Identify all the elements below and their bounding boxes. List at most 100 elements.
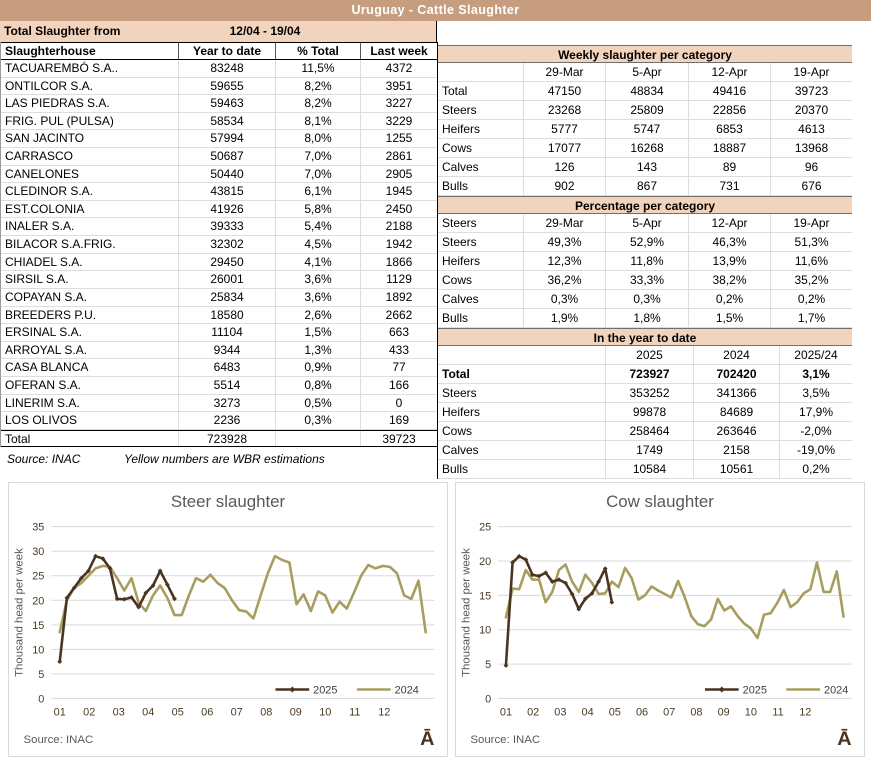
table-row: OFERAN S.A. 5514 0,8% 166 bbox=[1, 376, 437, 395]
cell-value: 29-Mar bbox=[523, 214, 605, 233]
table-row: CLEDINOR S.A. 43815 6,1% 1945 bbox=[1, 183, 437, 201]
svg-text:25: 25 bbox=[479, 522, 491, 534]
svg-text:11: 11 bbox=[349, 706, 360, 718]
cell-value: 39333 bbox=[178, 218, 275, 236]
svg-text:08: 08 bbox=[690, 706, 702, 718]
cell-value: 5747 bbox=[605, 120, 688, 139]
cell-value: 33,3% bbox=[605, 271, 688, 290]
svg-text:Ā: Ā bbox=[420, 728, 434, 750]
table-row: Heifers 12,3% 11,8% 13,9% 11,6% bbox=[438, 252, 852, 271]
cell-value: 3227 bbox=[360, 95, 437, 112]
row-label: COPAYAN S.A. bbox=[5, 289, 88, 304]
cell-value: 2,6% bbox=[275, 306, 360, 324]
svg-text:2024: 2024 bbox=[824, 684, 848, 696]
cell-value: 13,9% bbox=[688, 252, 770, 271]
cell-value: 96 bbox=[770, 158, 852, 177]
cell-value: -2,0% bbox=[779, 422, 852, 441]
row-label: LAS PIEDRAS S.A. bbox=[5, 96, 110, 111]
cell-value: 17077 bbox=[523, 139, 605, 158]
table-row: TACUAREMBÓ S.A.. 83248 11,5% 4372 bbox=[1, 60, 437, 78]
row-label: Steers bbox=[442, 386, 477, 400]
cell-value: 5-Apr bbox=[605, 214, 688, 233]
row-label: Cows bbox=[442, 273, 473, 287]
cell-value: 3,6% bbox=[275, 288, 360, 306]
cell-value: 7,0% bbox=[275, 148, 360, 165]
svg-text:30: 30 bbox=[32, 546, 44, 558]
svg-text:Ā: Ā bbox=[837, 728, 851, 750]
svg-text:2025: 2025 bbox=[313, 684, 337, 696]
svg-text:02: 02 bbox=[527, 706, 539, 718]
row-label: CHIADEL S.A. bbox=[5, 254, 83, 269]
row-label: CARRASCO bbox=[5, 149, 74, 164]
svg-text:09: 09 bbox=[718, 706, 730, 718]
row-label: LINERIM S.A. bbox=[5, 395, 80, 410]
table-row: CARRASCO 50687 7,0% 2861 bbox=[1, 148, 437, 166]
cell-value: 0,2% bbox=[779, 460, 852, 479]
table-row: Steers 23268 25809 22856 20370 bbox=[438, 101, 852, 120]
cell-value: 5,8% bbox=[275, 200, 360, 218]
cell-value: 1942 bbox=[360, 236, 437, 253]
section-title: Percentage per category bbox=[438, 196, 852, 214]
cell-value: 23268 bbox=[523, 101, 605, 120]
cell-value: 51,3% bbox=[770, 233, 852, 252]
row-label: TACUAREMBÓ S.A.. bbox=[5, 61, 119, 75]
cell-value: 723927 bbox=[605, 365, 693, 384]
svg-text:2024: 2024 bbox=[395, 684, 419, 696]
row-label: SAN JACINTO bbox=[5, 131, 85, 146]
cell-value: 5777 bbox=[523, 120, 605, 139]
charts-row: 0 5 10 15 20 25 30 35 01 02 03 04 05 06 07 08 09 10 11 12 St… bbox=[0, 482, 871, 758]
cell-value: 16268 bbox=[605, 139, 688, 158]
row-label: Total bbox=[442, 84, 468, 98]
report-title: Uruguay - Cattle Slaughter bbox=[0, 0, 871, 21]
cell-value: 25809 bbox=[605, 101, 688, 120]
cell-value: 1892 bbox=[360, 288, 437, 306]
cell-value: 35,2% bbox=[770, 271, 852, 290]
table-header-row: Slaughterhouse Year to date% Total Last we… bbox=[1, 42, 437, 60]
cell-value: 0,2% bbox=[770, 290, 852, 309]
cell-value: 6483 bbox=[178, 359, 275, 376]
table-row: Calves 126 143 89 96 bbox=[438, 158, 852, 177]
table-row: Steers 49,3% 52,9% 46,3% 51,3% bbox=[438, 233, 852, 252]
cell-value: 3,5% bbox=[779, 384, 852, 403]
cell-value: 12-Apr bbox=[688, 214, 770, 233]
row-label: Total bbox=[442, 367, 470, 381]
cell-value: 32302 bbox=[178, 236, 275, 253]
cell-value: 0,9% bbox=[275, 359, 360, 376]
cell-value: 1,5% bbox=[275, 324, 360, 341]
cell-value: 1,9% bbox=[523, 309, 605, 328]
cell-value: 0 bbox=[360, 394, 437, 412]
cell-value: 13968 bbox=[770, 139, 852, 158]
cell-value: 702420 bbox=[693, 365, 779, 384]
cell-value: 36,2% bbox=[523, 271, 605, 290]
row-label: INALER S.A. bbox=[5, 219, 75, 234]
source-text: Source: INAC bbox=[7, 452, 81, 466]
cell-value: 8,2% bbox=[275, 77, 360, 95]
table-row: Calves 0,3% 0,3% 0,2% 0,2% bbox=[438, 290, 852, 309]
cell-value: 26001 bbox=[178, 271, 275, 288]
row-label bbox=[438, 63, 523, 82]
row-label: Cows bbox=[442, 424, 473, 438]
cell-value: 169 bbox=[360, 412, 437, 429]
svg-text:07: 07 bbox=[231, 706, 243, 718]
svg-text:Cow slaughter: Cow slaughter bbox=[606, 492, 714, 511]
row-label: Cows bbox=[442, 141, 473, 155]
cell-value: 10584 bbox=[605, 460, 693, 479]
svg-text:Thousand head per week: Thousand head per week bbox=[460, 548, 472, 677]
cell-value: 12-Apr bbox=[688, 63, 770, 82]
summary-period: 12/04 - 19/04 bbox=[229, 24, 301, 38]
cell-value: 11,5% bbox=[275, 60, 360, 77]
svg-text:02: 02 bbox=[83, 706, 95, 718]
row-label: Calves bbox=[442, 160, 479, 174]
row-label: Steers bbox=[442, 235, 477, 249]
cell-value: 2158 bbox=[693, 441, 779, 460]
table-row: ERSINAL S.A. 11104 1,5% 663 bbox=[1, 324, 437, 342]
cell-value bbox=[275, 430, 360, 447]
table-row: CANELONES 50440 7,0% 2905 bbox=[1, 165, 437, 184]
steer-slaughter-chart: 0 5 10 15 20 25 30 35 01 02 03 04 05 06 07 08 09 10 11 12 St… bbox=[8, 482, 448, 757]
row-label: Bulls bbox=[442, 179, 469, 193]
row-label: ERSINAL S.A. bbox=[5, 325, 82, 340]
cell-value: 263646 bbox=[693, 422, 779, 441]
row-label: OFERAN S.A. bbox=[5, 377, 82, 392]
cell-value: 11104 bbox=[178, 324, 275, 341]
svg-text:20: 20 bbox=[479, 556, 491, 568]
